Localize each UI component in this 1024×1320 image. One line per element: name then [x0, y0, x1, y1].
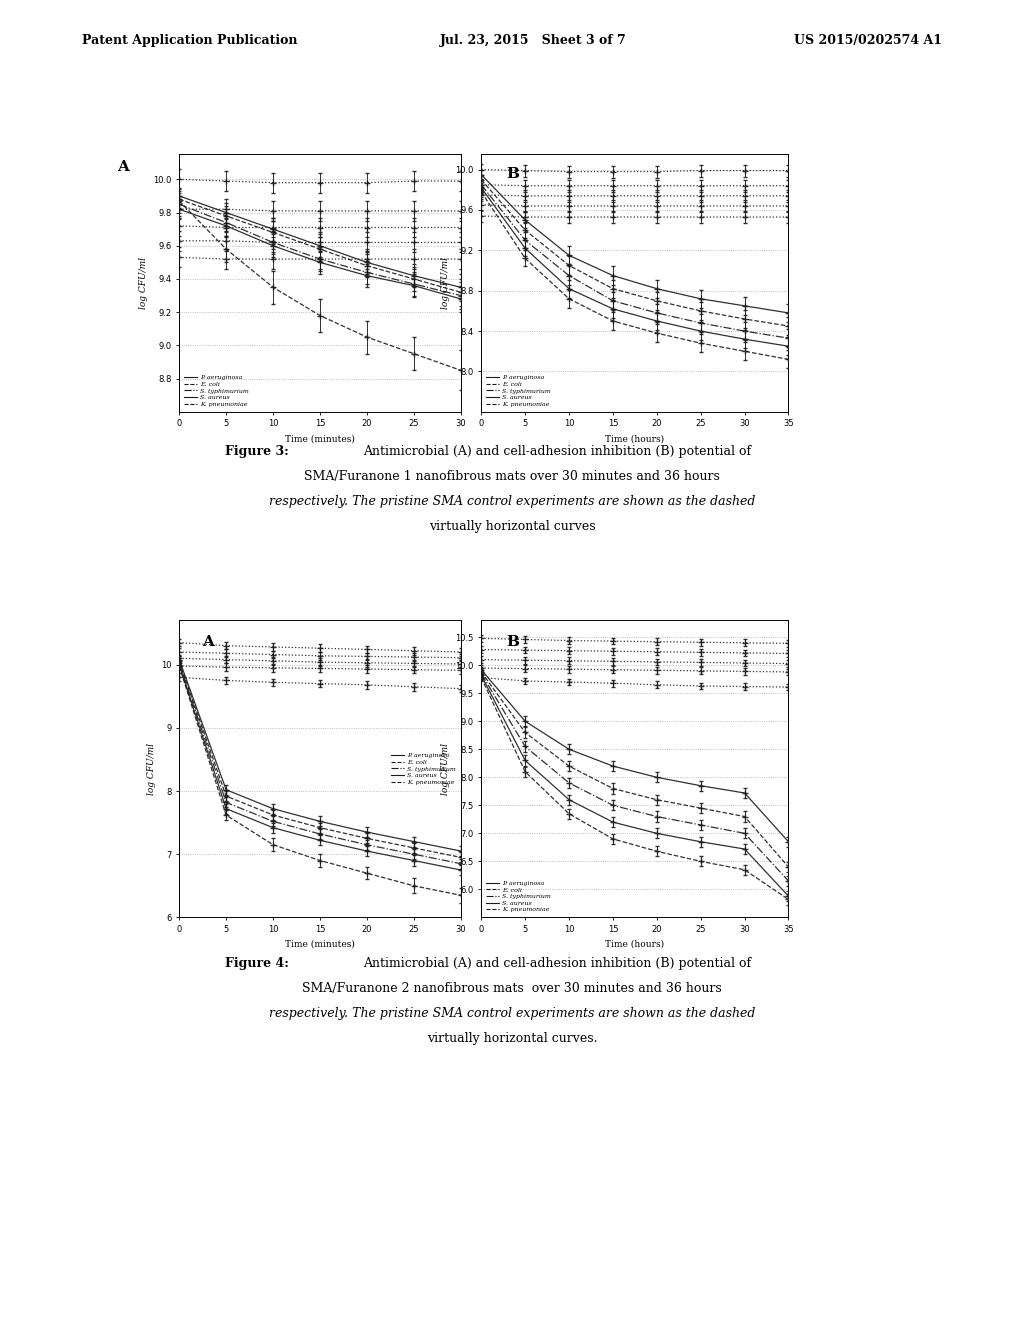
Text: virtually horizontal curves.: virtually horizontal curves. [427, 1032, 597, 1045]
Text: SMA/Furanone 1 nanofibrous mats over 30 minutes and 36 hours: SMA/Furanone 1 nanofibrous mats over 30 … [304, 470, 720, 483]
Text: Antimicrobial (A) and cell-adhesion inhibition (B) potential of: Antimicrobial (A) and cell-adhesion inhi… [364, 957, 752, 970]
Legend: P. aeruginosa, E. coli, S. typhimurium, S. aureus, K. pneumoniae: P. aeruginosa, E. coli, S. typhimurium, … [182, 374, 251, 409]
X-axis label: Time (minutes): Time (minutes) [285, 940, 355, 949]
Text: virtually horizontal curves: virtually horizontal curves [429, 520, 595, 533]
Text: US 2015/0202574 A1: US 2015/0202574 A1 [794, 34, 942, 48]
Y-axis label: log CFU/ml: log CFU/ml [138, 257, 147, 309]
X-axis label: Time (minutes): Time (minutes) [285, 434, 355, 444]
Y-axis label: log CFU/ml: log CFU/ml [440, 743, 450, 795]
X-axis label: Time (hours): Time (hours) [605, 434, 665, 444]
Y-axis label: log CFU/ml: log CFU/ml [440, 257, 450, 309]
Text: B: B [506, 168, 519, 181]
Text: Figure 3:: Figure 3: [225, 445, 289, 458]
Text: SMA/Furanone 2 nanofibrous mats  over 30 minutes and 36 hours: SMA/Furanone 2 nanofibrous mats over 30 … [302, 982, 722, 995]
Y-axis label: log CFU/ml: log CFU/ml [146, 743, 156, 795]
Text: B: B [506, 635, 519, 649]
Text: respectively. The pristine SMA control experiments are shown as the dashed: respectively. The pristine SMA control e… [269, 1007, 755, 1020]
Legend: P. aeruginosa, E. coli, S. typhimurium, S. aureus, K. pneumoniae: P. aeruginosa, E. coli, S. typhimurium, … [484, 374, 553, 409]
Text: A: A [202, 635, 214, 649]
Text: Figure 4:: Figure 4: [225, 957, 289, 970]
Text: Antimicrobial (A) and cell-adhesion inhibition (B) potential of: Antimicrobial (A) and cell-adhesion inhi… [364, 445, 752, 458]
X-axis label: Time (hours): Time (hours) [605, 940, 665, 949]
Text: A: A [117, 160, 129, 174]
Text: respectively. The pristine SMA control experiments are shown as the dashed: respectively. The pristine SMA control e… [269, 495, 755, 508]
Legend: P. aeruginosa, E. coli, S. typhimurium, S. aureus, K. pneumoniae: P. aeruginosa, E. coli, S. typhimurium, … [484, 879, 553, 915]
Legend: P. aeruginosa, E. coli, S. typhimurium, S. aureus, K. pneumoniae: P. aeruginosa, E. coli, S. typhimurium, … [389, 751, 458, 787]
Text: Patent Application Publication: Patent Application Publication [82, 34, 297, 48]
Text: Jul. 23, 2015   Sheet 3 of 7: Jul. 23, 2015 Sheet 3 of 7 [440, 34, 627, 48]
